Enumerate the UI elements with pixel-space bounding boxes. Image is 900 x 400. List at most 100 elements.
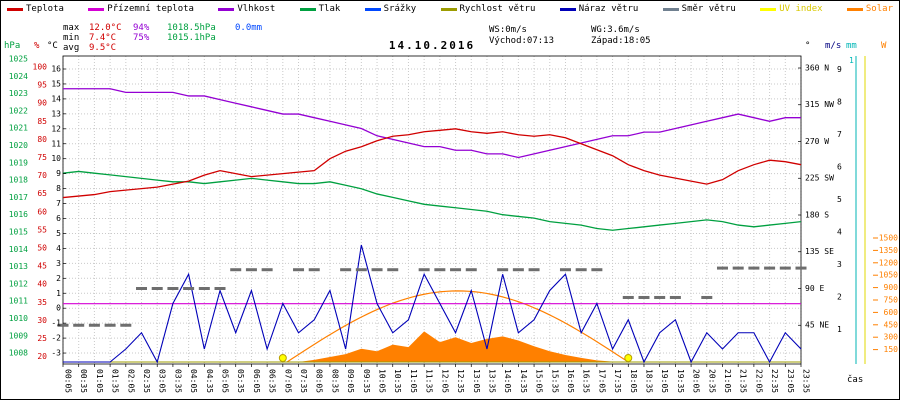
svg-text:°C: °C (47, 41, 58, 51)
svg-text:270 W: 270 W (805, 137, 829, 146)
svg-text:4: 4 (56, 244, 61, 253)
svg-text:07:05: 07:05 (283, 369, 292, 393)
plot-border (62, 55, 802, 365)
svg-text:8: 8 (56, 184, 61, 193)
legend-label: Srážky (383, 4, 417, 14)
legend-item-5: Rychlost větru (440, 4, 535, 14)
svg-text:22:35: 22:35 (770, 369, 779, 393)
svg-text:-3: -3 (51, 349, 61, 358)
legend-item-0: Teplota (7, 4, 64, 14)
wind-sun-block: WS:0m/s WG:3.6m/s Východ:07:13 Západ:18:05 (489, 25, 651, 47)
svg-text:04:05: 04:05 (189, 369, 198, 393)
legend-swatch (760, 7, 777, 11)
svg-text:06:35: 06:35 (268, 369, 277, 393)
svg-text:11:05: 11:05 (409, 369, 418, 393)
svg-text:05:35: 05:35 (236, 369, 245, 393)
svg-text:70: 70 (37, 171, 47, 180)
legend-swatch (88, 7, 105, 11)
svg-text:1: 1 (849, 56, 854, 65)
svg-text:°: ° (805, 41, 810, 51)
stat-hum-max: 94% (133, 23, 150, 33)
legend-item-8: UV index (760, 4, 823, 14)
sunset-time: Západ:18:05 (591, 36, 651, 46)
series-gust (63, 244, 802, 364)
svg-text:3: 3 (56, 259, 61, 268)
svg-text:1200: 1200 (879, 258, 898, 267)
svg-text:13:05: 13:05 (472, 369, 481, 393)
svg-text:1015: 1015 (9, 228, 28, 237)
svg-text:25: 25 (37, 334, 47, 343)
stats-row-avg: avg 9.5°C (63, 43, 262, 53)
svg-text:6: 6 (56, 214, 61, 223)
svg-text:95: 95 (37, 81, 47, 90)
svg-text:04:35: 04:35 (205, 369, 214, 393)
svg-text:10:35: 10:35 (393, 369, 402, 393)
svg-text:1016: 1016 (9, 210, 28, 219)
legend-swatch (299, 7, 316, 11)
svg-text:7: 7 (56, 199, 61, 208)
svg-text:8: 8 (837, 98, 842, 107)
svg-text:23:35: 23:35 (802, 369, 811, 393)
svg-text:18:35: 18:35 (644, 369, 653, 393)
svg-text:100: 100 (33, 63, 48, 72)
svg-text:65: 65 (37, 189, 47, 198)
svg-text:3: 3 (837, 260, 842, 269)
svg-text:1022: 1022 (9, 106, 28, 115)
svg-text:16:35: 16:35 (582, 369, 591, 393)
svg-text:150: 150 (884, 345, 899, 354)
stat-pres-min: 1015.1hPa (167, 33, 216, 43)
svg-text:1009: 1009 (9, 331, 28, 340)
stat-temp-min: 7.4°C (89, 33, 117, 43)
stat-label: avg (63, 43, 80, 53)
svg-text:02:05: 02:05 (126, 369, 135, 393)
svg-text:9: 9 (837, 65, 842, 74)
svg-text:%: % (34, 41, 40, 51)
legend: Teplota Přízemní teplota Vlhkost Tlak Srážky… (7, 4, 893, 14)
svg-text:1: 1 (56, 289, 61, 298)
svg-text:03:05: 03:05 (158, 369, 167, 393)
stat-temp-avg: 9.5°C (89, 43, 117, 53)
svg-text:mm: mm (846, 41, 857, 51)
svg-text:10:05: 10:05 (378, 369, 387, 393)
svg-text:15:35: 15:35 (550, 369, 559, 393)
svg-text:čas: čas (847, 374, 863, 385)
svg-text:01:35: 01:35 (111, 369, 120, 393)
series-humidity (63, 88, 801, 159)
svg-text:22:05: 22:05 (754, 369, 763, 393)
gridlines (62, 56, 802, 364)
svg-text:17:35: 17:35 (613, 369, 622, 393)
svg-text:15:05: 15:05 (535, 369, 544, 393)
svg-text:75: 75 (37, 153, 47, 162)
stat-hum-min: 75% (133, 33, 150, 43)
svg-text:30: 30 (37, 316, 47, 325)
svg-text:12:05: 12:05 (440, 369, 449, 393)
svg-text:m/s: m/s (825, 41, 841, 51)
svg-text:13: 13 (51, 109, 61, 118)
stats-row-min: min 7.4°C 75% 1015.1hPa (63, 33, 262, 43)
svg-text:7: 7 (837, 130, 842, 139)
svg-text:09:05: 09:05 (346, 369, 355, 393)
svg-text:60: 60 (37, 207, 47, 216)
legend-swatch (662, 7, 679, 11)
svg-text:1010: 1010 (9, 314, 28, 323)
legend-swatch (7, 7, 23, 11)
svg-text:9: 9 (56, 169, 61, 178)
series-solar-area (63, 331, 801, 362)
series-temperature (62, 128, 802, 199)
svg-text:6: 6 (837, 163, 842, 172)
svg-text:750: 750 (884, 295, 899, 304)
svg-text:1020: 1020 (9, 141, 28, 150)
svg-text:05:05: 05:05 (221, 369, 230, 393)
svg-text:14:05: 14:05 (503, 369, 512, 393)
legend-label: Tlak (318, 4, 341, 14)
svg-text:1013: 1013 (9, 262, 28, 271)
svg-text:1019: 1019 (9, 158, 28, 167)
svg-text:1: 1 (837, 325, 842, 334)
svg-text:1024: 1024 (9, 72, 28, 81)
svg-text:23:05: 23:05 (786, 369, 795, 393)
series-pressure (62, 170, 802, 231)
svg-text:0: 0 (56, 304, 61, 313)
stat-rain-max: 0.0mm (235, 23, 263, 33)
svg-text:08:35: 08:35 (330, 369, 339, 393)
